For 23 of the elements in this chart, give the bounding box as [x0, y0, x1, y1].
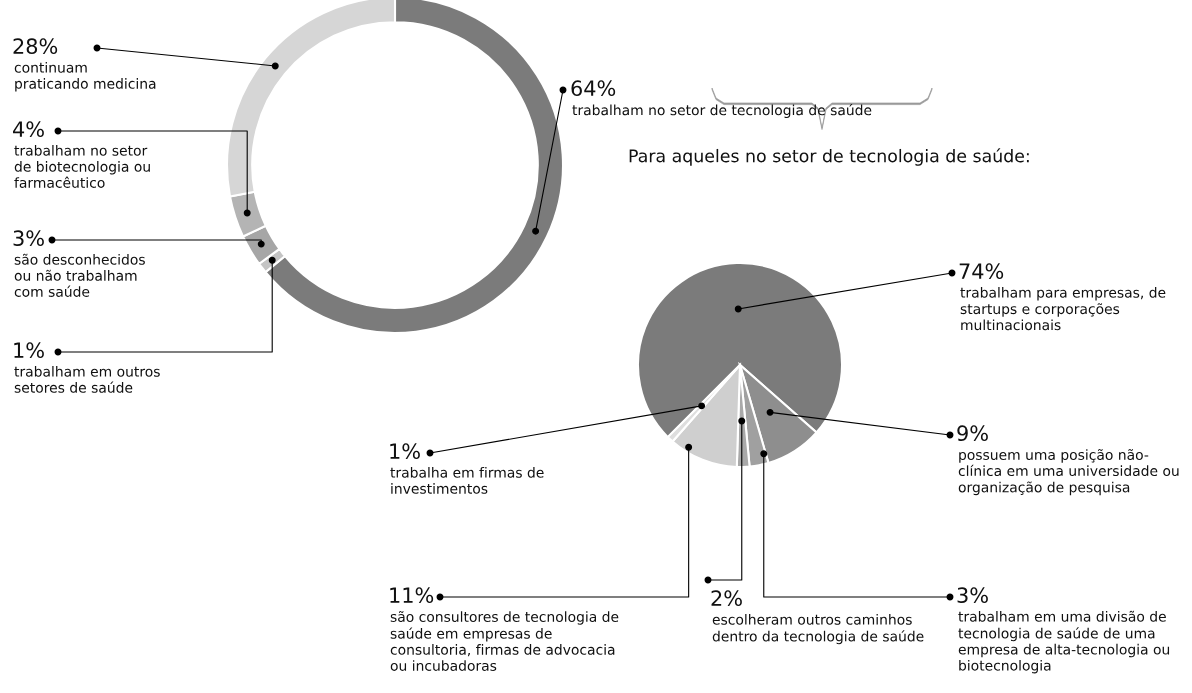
data-label: 3%: [13, 230, 44, 247]
data-label: 1%: [390, 443, 420, 460]
chart-title: Para aqueles no setor de tecnologia de saúde:: [629, 148, 1029, 166]
slice-label: escolheram outros caminhos dentro da tecnologia de saúde: [712, 614, 924, 645]
data-label: 3%: [957, 587, 988, 604]
slice-label: trabalham no setor de tecnologia de saúde: [572, 104, 872, 118]
slice-label: trabalha em firmas de investimentos: [390, 467, 544, 494]
slice-label: trabalham em outros setores de saúde: [14, 366, 160, 393]
slice-label: possuem uma posição não- clínica em uma universidade ou organização de pesquisa: [958, 449, 1179, 496]
slice-label: são desconhecidos ou não trabalham com saúde: [14, 253, 145, 297]
data-label: 1%: [14, 342, 44, 359]
slice-label: trabalham em uma divisão de tecnologia de saúde de uma empresa de alta-tecnologia ou biotecnologia: [958, 610, 1170, 674]
data-label: 74%: [959, 263, 1004, 280]
slice-label: trabalham no setor de biotecnologia ou farmacêutico: [14, 145, 150, 188]
data-label: 2%: [711, 590, 742, 607]
data-label: 4%: [13, 121, 44, 138]
data-label: 11%: [390, 587, 434, 604]
slice-label: são consultores de tecnologia de saúde em empresas de consultoria, firmas de advocacia ou incubadoras: [390, 611, 619, 671]
data-label: 64%: [571, 80, 616, 97]
slice-label: continuam praticando medicina: [14, 62, 156, 92]
data-label: 9%: [957, 425, 988, 442]
slice-label: trabalham para empresas, de startups e corporações multinacionais: [960, 287, 1166, 331]
data-label: 28%: [13, 38, 58, 55]
